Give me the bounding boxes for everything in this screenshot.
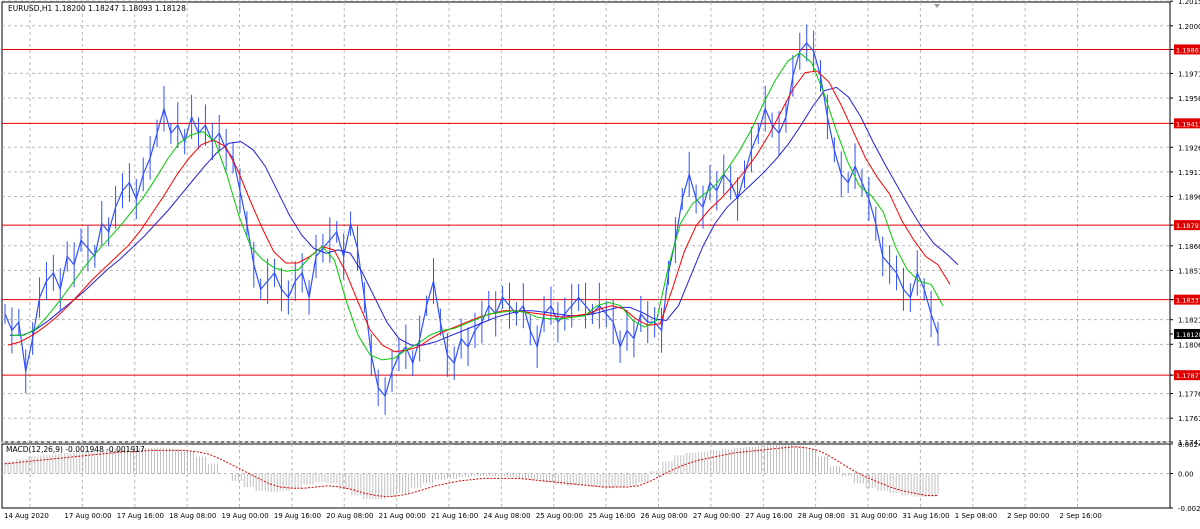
level-price-tag [1174, 118, 1200, 129]
y-tick-label: 1.19565 [1178, 95, 1200, 103]
y-tick-label: 1.18515 [1178, 267, 1200, 275]
price-axis: 1.20155 1.20005 1.19715 1.19565 1.19265 1.191… [934, 0, 1200, 513]
level-price-label: 1.18337 [1176, 297, 1200, 305]
y-tick-label: 1.18665 [1178, 243, 1200, 251]
x-tick-label: 1 Sep 08:00 [955, 512, 997, 520]
x-tick-label: 31 Aug 00:00 [850, 512, 897, 520]
y-tick-label: 1.17615 [1178, 415, 1200, 423]
x-tick-label: 17 Aug 16:00 [117, 512, 164, 520]
macd-panel [2, 444, 1170, 500]
macd-y-tick-label: -0.00282 [1178, 505, 1200, 513]
x-tick-label: 17 Aug 00:00 [64, 512, 111, 520]
level-price-tag [1174, 294, 1200, 305]
macd-panel-border [1, 443, 1171, 509]
y-tick-label: 1.20155 [1178, 0, 1200, 6]
y-tick-label: 1.19265 [1178, 144, 1200, 152]
x-tick-label: 27 Aug 00:00 [693, 512, 740, 520]
x-tick-label: 2 Sep 16:00 [1060, 512, 1102, 520]
macd-signal-line [4, 446, 938, 498]
moving-averages [7, 52, 959, 361]
x-tick-label: 27 Aug 16:00 [745, 512, 792, 520]
y-tick-label: 1.17470 [1178, 439, 1200, 447]
ma-slow-line [10, 86, 959, 346]
price-series [4, 24, 939, 415]
time-axis: 14 Aug 2020 17 Aug 00:00 17 Aug 16:00 18 Au… [4, 512, 1102, 520]
y-tick-label: 1.20005 [1178, 23, 1200, 31]
x-tick-label: 25 Aug 00:00 [536, 512, 583, 520]
y-tick-label: 1.19115 [1178, 169, 1200, 177]
x-tick-label: 25 Aug 16:00 [588, 512, 635, 520]
x-tick-label: 19 Aug 00:00 [222, 512, 269, 520]
x-tick-label: 2 Sep 00:00 [1007, 512, 1049, 520]
price-line [4, 42, 939, 398]
chart-shift-marker[interactable] [934, 4, 940, 8]
y-tick-label: 1.17765 [1178, 391, 1200, 399]
level-price-tag [1174, 44, 1200, 55]
y-tick-label: 1.18215 [1178, 317, 1200, 325]
y-tick-label: 1.18965 [1178, 194, 1200, 202]
x-tick-label: 14 Aug 2020 [4, 512, 49, 520]
x-tick-label: 21 Aug 16:00 [431, 512, 478, 520]
symbol-header: EURUSD,H1 1.18200 1.18247 1.18093 1.1812… [8, 4, 186, 13]
level-price-tag [1174, 220, 1200, 231]
macd-header: MACD(12,26,9) -0.001948 -0.001917 [6, 445, 145, 454]
x-tick-label: 19 Aug 16:00 [274, 512, 321, 520]
x-tick-label: 18 Aug 08:00 [169, 512, 216, 520]
x-tick-label: 21 Aug 00:00 [379, 512, 426, 520]
ma-fast-line [12, 52, 944, 361]
x-tick-label: 31 Aug 16:00 [902, 512, 949, 520]
x-tick-label: 26 Aug 08:00 [641, 512, 688, 520]
y-tick-label: 1.19715 [1178, 70, 1200, 78]
x-tick-label: 20 Aug 08:00 [326, 512, 373, 520]
ma-mid-line [7, 70, 951, 353]
y-tick-label: 1.18065 [1178, 341, 1200, 349]
x-tick-label: 24 Aug 08:00 [483, 512, 530, 520]
macd-y-tick-label: 0.002425 [1178, 441, 1200, 449]
macd-y-tick-label: 0.00 [1178, 471, 1194, 479]
x-tick-label: 28 Aug 08:00 [798, 512, 845, 520]
level-price-label: 1.17877 [1176, 372, 1200, 380]
level-price-tag [1174, 370, 1200, 381]
current-price-label: 1.18128 [1176, 331, 1200, 339]
current-price-tag [1174, 328, 1200, 339]
